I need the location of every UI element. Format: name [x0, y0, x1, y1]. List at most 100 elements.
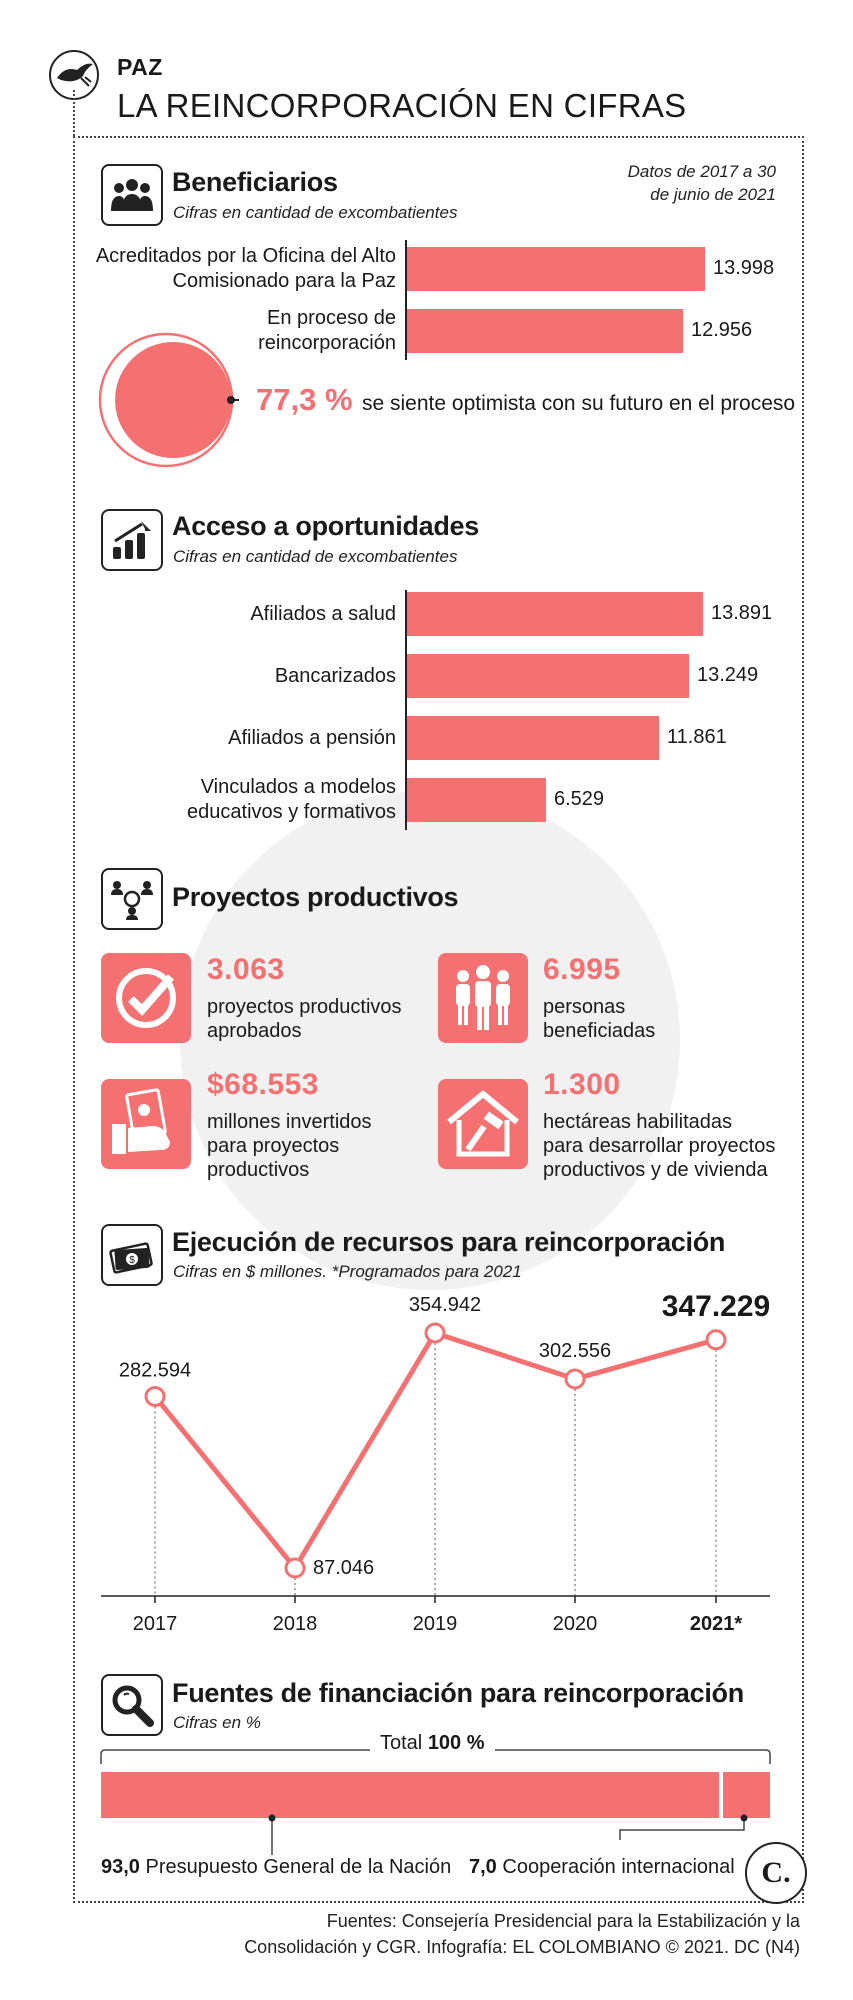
beneficiarios-axis — [405, 240, 407, 360]
proyecto-number-1: 3.063 — [207, 953, 285, 986]
watermark-logo — [180, 790, 680, 1290]
total-value: 100 % — [427, 1732, 485, 1754]
el-colombiano-logo-icon: C. — [745, 1842, 807, 1904]
acceso-bar — [407, 716, 659, 760]
proyecto-desc-4-line1: hectáreas habilitadas — [543, 1111, 733, 1133]
data-point — [564, 1368, 586, 1390]
x-tick-label: 2018 — [273, 1613, 318, 1635]
proyecto-desc-2: personas beneficiadas — [543, 995, 655, 1043]
proyecto-desc-3-line2: para proyectos — [207, 1135, 340, 1157]
data-label: 347.229 — [662, 1290, 770, 1323]
optimism-text: se siente optimista con su futuro en el … — [362, 392, 796, 415]
fuentes-subtitle: Cifras en % — [173, 1713, 261, 1732]
page-title: LA REINCORPORACIÓN EN CIFRAS — [117, 87, 687, 124]
growth-chart-icon — [101, 509, 163, 571]
acceso-bar-value: 13.249 — [697, 664, 759, 686]
ejecucion-subtitle: Cifras en $ millones. *Programados para … — [173, 1262, 522, 1281]
data-point — [424, 1322, 446, 1344]
x-tick-label: 2021* — [690, 1613, 742, 1635]
people-icon — [438, 953, 528, 1043]
magnifier-icon — [101, 1674, 163, 1736]
segment-label-1: 93,0 Presupuesto General de la Nación — [101, 1856, 451, 1879]
proyecto-desc-3-line3: productivos — [207, 1159, 310, 1181]
proyecto-desc-1: proyectos productivos aprobados — [207, 995, 402, 1043]
house-hammer-icon — [438, 1079, 528, 1169]
segment-text-1: Presupuesto General de la Nación — [145, 1856, 452, 1878]
ejecucion-title: Ejecución de recursos para reincorporaci… — [172, 1227, 726, 1257]
proyecto-desc-3-line1: millones invertidos — [207, 1111, 372, 1133]
x-tick-label: 2017 — [133, 1613, 178, 1635]
acceso-bar-label: Afiliados a pensión — [228, 727, 396, 749]
footer-line1: Fuentes: Consejería Presidencial para la… — [326, 1911, 800, 1931]
content-frame-top — [73, 136, 800, 138]
proyecto-desc-4-line3: productivos y de vivienda — [543, 1159, 768, 1181]
total-bracket — [100, 1749, 771, 1764]
optimism-circle-icon — [98, 332, 239, 468]
acceso-bar-value: 11.861 — [667, 726, 727, 748]
acceso-bar — [407, 592, 703, 636]
svg-text:$: $ — [129, 1255, 135, 1266]
acceso-bar-label: Vinculados a modelos educativos y formati… — [187, 776, 396, 823]
proyecto-number-4: 1.300 — [543, 1068, 621, 1101]
acceso-subtitle: Cifras en cantidad de excombatientes — [173, 547, 458, 566]
money-bill-icon: $ — [101, 1224, 163, 1286]
beneficiarios-bar-label: Acreditados por la Oficina del Alto Comis… — [95, 245, 396, 292]
data-point — [144, 1385, 166, 1407]
beneficiarios-bar — [407, 247, 705, 291]
ejecucion-line-chart: 2017 2018 2019 2020 2021* 282.594 87.046 354.94… — [101, 1290, 770, 1635]
x-tick-label: 2020 — [553, 1613, 598, 1635]
proyecto-number-3: $68.553 — [207, 1068, 319, 1101]
network-people-icon — [101, 868, 163, 930]
acceso-bar-value: 13.891 — [711, 602, 773, 624]
beneficiarios-bar-label: En proceso de reincorporación — [258, 307, 396, 354]
data-point — [284, 1557, 306, 1579]
footer-line2: Consolidación y CGR. Infografía: EL COLO… — [244, 1937, 800, 1957]
section-kicker: PAZ — [117, 54, 163, 80]
acceso-bar-label: Afiliados a salud — [250, 603, 396, 625]
proyecto-desc-1-line2: aprobados — [207, 1020, 302, 1042]
segment-value-1: 93,0 — [101, 1856, 140, 1878]
x-tick-label: 2019 — [413, 1613, 458, 1635]
total-label-text: Total — [380, 1732, 423, 1754]
data-label: 302.556 — [539, 1340, 611, 1362]
proyecto-desc-2-line2: beneficiadas — [543, 1020, 656, 1042]
acceso-bar-value: 6.529 — [554, 788, 605, 810]
beneficiarios-bar-value: 12.956 — [691, 319, 753, 341]
beneficiarios-bar — [407, 309, 683, 353]
frame-connector — [73, 90, 75, 136]
data-label: 87.046 — [313, 1557, 374, 1579]
proyecto-desc-1-line1: proyectos productivos — [207, 996, 402, 1018]
proyecto-desc-2-line1: personas — [543, 996, 626, 1018]
brand-logo-text: C. — [761, 1856, 791, 1889]
data-label: 282.594 — [119, 1359, 191, 1381]
segment-label-2: 7,0 Cooperación internacional — [469, 1856, 735, 1879]
sources-footer: Fuentes: Consejería Presidencial para la… — [244, 1908, 800, 1960]
acceso-bar — [407, 654, 689, 698]
segment-leaders — [268, 1814, 748, 1855]
date-note-line2: de junio de 2021 — [650, 185, 776, 204]
proyecto-desc-4: hectáreas habilitadas para desarrollar p… — [543, 1110, 775, 1182]
proyectos-title: Proyectos productivos — [172, 882, 459, 912]
proyecto-desc-4-line2: para desarrollar proyectos — [543, 1135, 776, 1157]
money-hand-icon — [101, 1079, 191, 1169]
acceso-bar — [407, 778, 546, 822]
data-point — [705, 1329, 727, 1351]
beneficiarios-subtitle: Cifras en cantidad de excombatientes — [173, 203, 458, 222]
date-note-line1: Datos de 2017 a 30 — [627, 162, 776, 181]
beneficiarios-bar-value: 13.998 — [713, 257, 775, 279]
peace-dove-icon — [49, 50, 99, 100]
acceso-bar-label: Bancarizados — [274, 665, 396, 687]
beneficiarios-title: Beneficiarios — [172, 167, 338, 197]
financiacion-segment — [101, 1772, 719, 1818]
fuentes-title: Fuentes de financiación para reincorpora… — [172, 1678, 744, 1708]
proyecto-desc-3: millones invertidos para proyectos produ… — [207, 1110, 372, 1182]
financiacion-segment — [723, 1772, 770, 1818]
date-note: Datos de 2017 a 30 de junio de 2021 — [628, 160, 776, 206]
group-icon — [101, 164, 163, 226]
optimism-percent: 77,3 % — [256, 382, 353, 417]
proyecto-number-2: 6.995 — [543, 953, 621, 986]
acceso-title: Acceso a oportunidades — [172, 511, 479, 541]
segment-value-2: 7,0 — [469, 1856, 497, 1878]
content-frame — [73, 136, 804, 1903]
data-label: 354.942 — [409, 1294, 481, 1316]
